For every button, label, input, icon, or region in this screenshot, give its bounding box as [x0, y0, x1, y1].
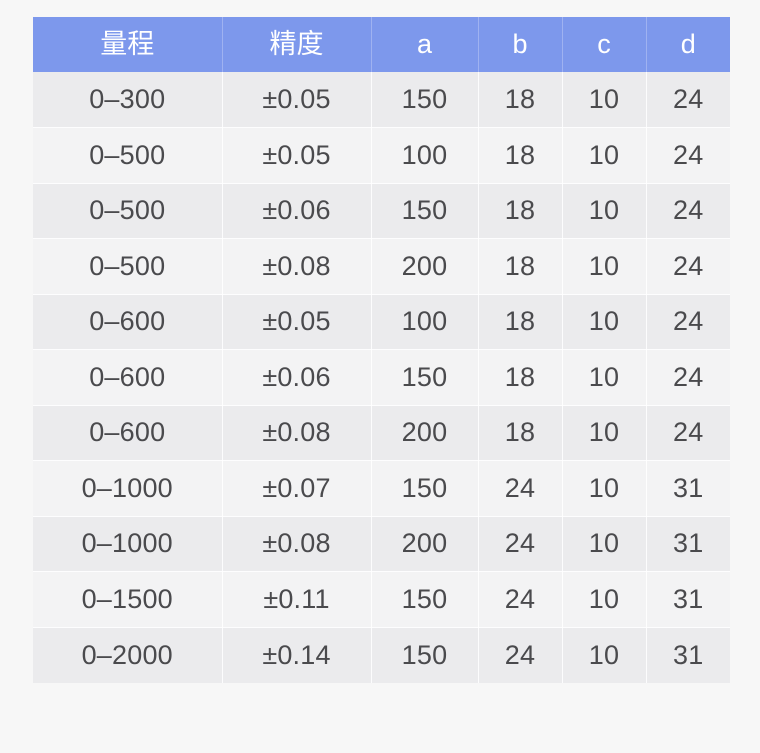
cell-d: 24	[646, 405, 730, 461]
cell-d: 24	[646, 72, 730, 128]
cell-accuracy: ±0.08	[222, 405, 372, 461]
column-header-a: a	[371, 17, 479, 72]
table-row: 0–2000 ±0.14 150 24 10 31	[33, 627, 730, 683]
cell-accuracy: ±0.08	[222, 516, 372, 572]
table-row: 0–1000 ±0.08 200 24 10 31	[33, 516, 730, 572]
cell-range: 0–300	[33, 72, 223, 128]
cell-d: 24	[646, 183, 730, 239]
specification-table: 量程 精度 a b c d 0–300 ±0.05 150 18 10 24 0…	[33, 17, 730, 683]
table-row: 0–600 ±0.05 100 18 10 24	[33, 294, 730, 350]
cell-range: 0–1000	[33, 460, 223, 517]
cell-accuracy: ±0.14	[222, 627, 372, 683]
cell-a: 150	[371, 72, 479, 128]
cell-a: 150	[371, 183, 479, 239]
cell-accuracy: ±0.06	[222, 183, 372, 239]
cell-d: 31	[646, 627, 730, 683]
cell-accuracy: ±0.05	[222, 72, 372, 128]
cell-c: 10	[562, 294, 647, 350]
table-row: 0–600 ±0.08 200 18 10 24	[33, 405, 730, 461]
table-row: 0–500 ±0.05 100 18 10 24	[33, 127, 730, 184]
table-body: 0–300 ±0.05 150 18 10 24 0–500 ±0.05 100…	[33, 72, 730, 683]
cell-a: 200	[371, 238, 479, 295]
cell-range: 0–500	[33, 127, 223, 184]
cell-range: 0–600	[33, 349, 223, 406]
cell-accuracy: ±0.05	[222, 294, 372, 350]
table-row: 0–300 ±0.05 150 18 10 24	[33, 72, 730, 128]
table-row: 0–500 ±0.08 200 18 10 24	[33, 238, 730, 295]
cell-a: 200	[371, 405, 479, 461]
cell-c: 10	[562, 238, 647, 295]
cell-d: 24	[646, 127, 730, 184]
cell-c: 10	[562, 460, 647, 517]
cell-range: 0–500	[33, 183, 223, 239]
cell-a: 150	[371, 627, 479, 683]
cell-b: 18	[478, 238, 563, 295]
cell-accuracy: ±0.07	[222, 460, 372, 517]
table-row: 0–500 ±0.06 150 18 10 24	[33, 183, 730, 239]
cell-range: 0–600	[33, 405, 223, 461]
column-header-c: c	[562, 17, 647, 72]
cell-b: 18	[478, 294, 563, 350]
table-row: 0–1000 ±0.07 150 24 10 31	[33, 460, 730, 517]
table-header-row: 量程 精度 a b c d	[33, 17, 730, 72]
cell-b: 18	[478, 349, 563, 406]
cell-c: 10	[562, 571, 647, 628]
cell-b: 18	[478, 127, 563, 184]
cell-a: 150	[371, 460, 479, 517]
cell-accuracy: ±0.11	[222, 571, 372, 628]
cell-c: 10	[562, 127, 647, 184]
cell-b: 24	[478, 627, 563, 683]
cell-accuracy: ±0.08	[222, 238, 372, 295]
cell-a: 100	[371, 294, 479, 350]
cell-a: 100	[371, 127, 479, 184]
cell-range: 0–1000	[33, 516, 223, 572]
cell-b: 18	[478, 183, 563, 239]
cell-c: 10	[562, 183, 647, 239]
cell-range: 0–1500	[33, 571, 223, 628]
cell-b: 24	[478, 571, 563, 628]
cell-a: 200	[371, 516, 479, 572]
cell-range: 0–2000	[33, 627, 223, 683]
table-row: 0–1500 ±0.11 150 24 10 31	[33, 571, 730, 628]
table-header: 量程 精度 a b c d	[33, 17, 730, 72]
cell-accuracy: ±0.05	[222, 127, 372, 184]
cell-range: 0–500	[33, 238, 223, 295]
cell-d: 31	[646, 460, 730, 517]
cell-c: 10	[562, 72, 647, 128]
cell-d: 31	[646, 516, 730, 572]
cell-b: 18	[478, 72, 563, 128]
cell-b: 24	[478, 516, 563, 572]
cell-a: 150	[371, 571, 479, 628]
cell-c: 10	[562, 516, 647, 572]
cell-b: 24	[478, 460, 563, 517]
cell-d: 24	[646, 294, 730, 350]
column-header-b: b	[478, 17, 563, 72]
cell-d: 24	[646, 349, 730, 406]
cell-c: 10	[562, 405, 647, 461]
cell-accuracy: ±0.06	[222, 349, 372, 406]
cell-d: 31	[646, 571, 730, 628]
cell-c: 10	[562, 627, 647, 683]
table-row: 0–600 ±0.06 150 18 10 24	[33, 349, 730, 406]
cell-d: 24	[646, 238, 730, 295]
column-header-d: d	[646, 17, 730, 72]
column-header-accuracy: 精度	[222, 17, 372, 72]
cell-b: 18	[478, 405, 563, 461]
cell-c: 10	[562, 349, 647, 406]
column-header-range: 量程	[33, 17, 223, 72]
cell-a: 150	[371, 349, 479, 406]
cell-range: 0–600	[33, 294, 223, 350]
